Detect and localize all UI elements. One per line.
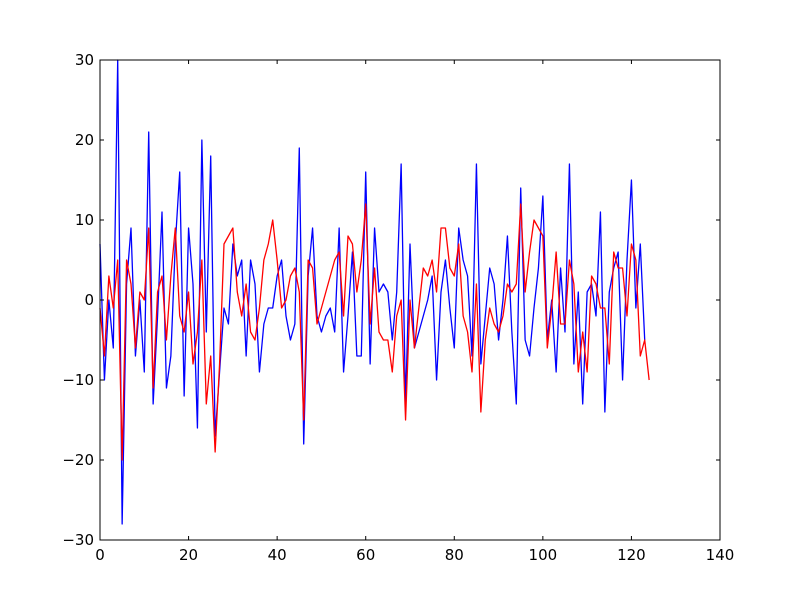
- y-tick-label: 10: [75, 211, 94, 229]
- y-tick-label: −30: [62, 531, 94, 549]
- series-2-line: [99, 203, 650, 461]
- x-tick-label: 140: [706, 546, 735, 564]
- x-tick-label: 120: [617, 546, 646, 564]
- x-tick-label: 0: [95, 546, 105, 564]
- x-tick-label: 100: [529, 546, 558, 564]
- x-tick-label: 60: [356, 546, 375, 564]
- x-tick-label: 40: [268, 546, 287, 564]
- series-layer: [99, 59, 650, 525]
- y-tick-label: −20: [62, 451, 94, 469]
- y-tick-label: 20: [75, 131, 94, 149]
- axis-layer: 0 20 40 60 80 100 120 140 −30 −20 −10 0 10 20 30: [62, 51, 734, 564]
- plot-frame: [99, 59, 721, 541]
- y-tick-label: 0: [84, 291, 94, 309]
- x-tick-label: 20: [179, 546, 198, 564]
- y-tick-label: 30: [75, 51, 94, 69]
- y-tick-label: −10: [62, 371, 94, 389]
- x-tick-label: 80: [445, 546, 464, 564]
